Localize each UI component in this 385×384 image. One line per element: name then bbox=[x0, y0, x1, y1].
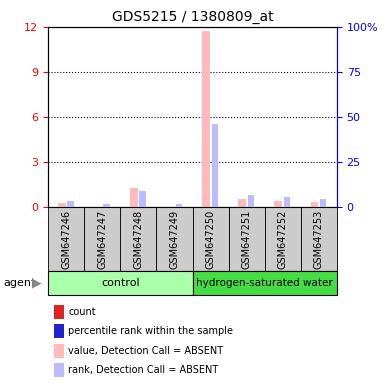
Bar bbox=[48, 207, 84, 271]
Bar bbox=[48, 271, 192, 295]
Bar bbox=[67, 201, 74, 207]
Text: GSM647253: GSM647253 bbox=[314, 209, 324, 269]
Bar bbox=[265, 207, 301, 271]
Bar bbox=[139, 191, 146, 207]
Bar bbox=[103, 204, 110, 207]
Bar bbox=[301, 207, 337, 271]
Text: percentile rank within the sample: percentile rank within the sample bbox=[69, 326, 233, 336]
Text: GSM647252: GSM647252 bbox=[278, 209, 288, 269]
Text: ▶: ▶ bbox=[32, 276, 42, 289]
Bar bbox=[176, 204, 182, 207]
Bar bbox=[58, 203, 66, 207]
Text: control: control bbox=[101, 278, 140, 288]
Bar bbox=[192, 271, 337, 295]
Text: GSM647248: GSM647248 bbox=[133, 210, 143, 268]
Bar bbox=[284, 197, 290, 207]
Bar bbox=[275, 200, 282, 207]
Text: agent: agent bbox=[4, 278, 36, 288]
Bar bbox=[130, 188, 138, 207]
Bar bbox=[229, 207, 265, 271]
Bar bbox=[320, 199, 326, 207]
Text: value, Detection Call = ABSENT: value, Detection Call = ABSENT bbox=[69, 346, 223, 356]
Bar bbox=[311, 202, 318, 207]
Text: GSM647250: GSM647250 bbox=[206, 209, 216, 269]
Bar bbox=[156, 207, 192, 271]
Text: GSM647249: GSM647249 bbox=[169, 210, 179, 268]
Bar bbox=[202, 31, 210, 207]
Text: GSM647251: GSM647251 bbox=[242, 209, 252, 269]
Bar bbox=[54, 324, 64, 338]
Bar bbox=[84, 207, 120, 271]
Bar bbox=[212, 124, 218, 207]
Title: GDS5215 / 1380809_at: GDS5215 / 1380809_at bbox=[112, 10, 273, 25]
Text: GSM647246: GSM647246 bbox=[61, 210, 71, 268]
Text: hydrogen-saturated water: hydrogen-saturated water bbox=[196, 278, 333, 288]
Bar bbox=[54, 363, 64, 377]
Bar bbox=[238, 199, 246, 207]
Bar bbox=[192, 207, 229, 271]
Text: rank, Detection Call = ABSENT: rank, Detection Call = ABSENT bbox=[69, 366, 219, 376]
Bar bbox=[54, 305, 64, 319]
Text: GSM647247: GSM647247 bbox=[97, 209, 107, 269]
Bar bbox=[248, 195, 254, 207]
Bar bbox=[120, 207, 156, 271]
Text: count: count bbox=[69, 307, 96, 317]
Bar bbox=[54, 344, 64, 358]
